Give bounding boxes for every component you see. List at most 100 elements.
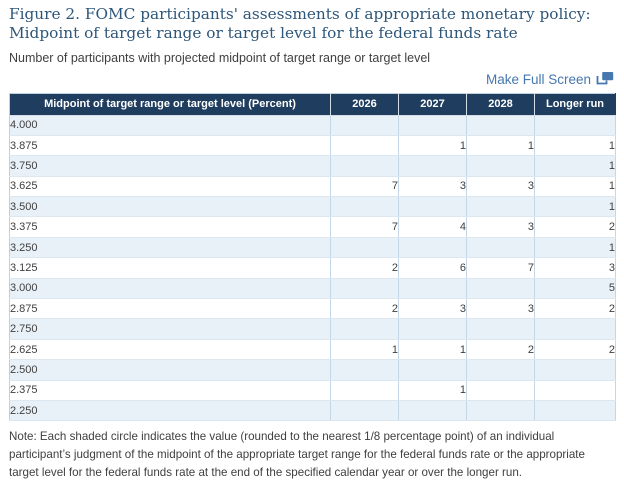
- participant-count-cell: [534, 359, 616, 381]
- participant-count-cell: [466, 196, 535, 218]
- participant-count-cell: 3: [398, 298, 467, 320]
- table-row: 3.250 1: [9, 237, 616, 259]
- column-header-2028: 2028: [466, 93, 535, 116]
- figure-subtitle: Number of participants with projected mi…: [9, 50, 431, 65]
- participant-count-cell: [466, 380, 535, 402]
- column-header-rate: Midpoint of target range or target level…: [9, 93, 331, 116]
- participant-count-cell: 5: [534, 278, 616, 300]
- participant-count-cell: 1: [534, 135, 616, 157]
- rate-label-cell: 3.375: [9, 216, 331, 238]
- participant-count-cell: 2: [534, 339, 616, 361]
- toolbar: Make Full Screen: [9, 71, 614, 89]
- rate-label-cell: 3.875: [9, 135, 331, 157]
- table-body: 4.000 3.875 1 1 1 3.750 1 3.625 7 3 3 1 3.500 1 3.375 7…: [9, 115, 616, 422]
- make-full-screen-label: Make Full Screen: [485, 71, 591, 87]
- participant-count-cell: [330, 155, 399, 177]
- table-row: 2.500: [9, 359, 616, 381]
- table-row: 3.000 5: [9, 278, 616, 300]
- rate-label-cell: 2.250: [9, 400, 331, 422]
- participant-count-cell: [330, 196, 399, 218]
- rate-label-cell: 3.125: [9, 257, 331, 279]
- rate-label-cell: 3.500: [9, 196, 331, 218]
- participant-count-cell: 1: [534, 237, 616, 259]
- participant-count-cell: 7: [466, 257, 535, 279]
- participant-count-cell: 2: [534, 216, 616, 238]
- participant-count-cell: [330, 237, 399, 259]
- rate-label-cell: 3.000: [9, 278, 331, 300]
- column-header-2026: 2026: [330, 93, 399, 116]
- participant-count-cell: [466, 155, 535, 177]
- participant-count-cell: 3: [466, 216, 535, 238]
- table-row: 3.375 7 4 3 2: [9, 216, 616, 238]
- participant-count-cell: [330, 380, 399, 402]
- rate-label-cell: 3.250: [9, 237, 331, 259]
- participant-count-cell: [398, 237, 467, 259]
- participant-count-cell: [398, 196, 467, 218]
- participant-count-cell: 6: [398, 257, 467, 279]
- participant-count-cell: [398, 278, 467, 300]
- participant-count-cell: 1: [534, 196, 616, 218]
- participant-count-cell: 1: [534, 176, 616, 198]
- participant-count-cell: 2: [330, 257, 399, 279]
- participant-count-cell: [330, 400, 399, 422]
- participant-count-cell: 1: [398, 135, 467, 157]
- table-row: 2.375 1: [9, 380, 616, 402]
- participant-count-cell: [466, 115, 535, 136]
- participant-count-cell: 3: [466, 298, 535, 320]
- participant-count-cell: [534, 400, 616, 422]
- table-row: 2.625 1 1 2 2: [9, 339, 616, 361]
- table-row: 2.250: [9, 400, 616, 422]
- make-full-screen-link[interactable]: Make Full Screen: [486, 71, 614, 88]
- participant-count-cell: [534, 380, 616, 402]
- table-row: 3.625 7 3 3 1: [9, 176, 616, 198]
- figure-note: Note: Each shaded circle indicates the v…: [9, 430, 585, 479]
- table-row: 3.500 1: [9, 196, 616, 218]
- rate-label-cell: 2.500: [9, 359, 331, 381]
- participant-count-cell: 1: [398, 380, 467, 402]
- participant-count-cell: [398, 115, 467, 136]
- figure-title: Figure 2. FOMC participants' assessments…: [9, 5, 591, 43]
- participant-count-cell: 2: [466, 339, 535, 361]
- dot-plot-table: Midpoint of target range or target level…: [9, 92, 616, 422]
- table-row: 3.125 2 6 7 3: [9, 257, 616, 279]
- participant-count-cell: 2: [330, 298, 399, 320]
- table-row: 3.875 1 1 1: [9, 135, 616, 157]
- participant-count-cell: [534, 115, 616, 136]
- table-row: 4.000: [9, 115, 616, 136]
- participant-count-cell: 3: [534, 257, 616, 279]
- participant-count-cell: 1: [330, 339, 399, 361]
- table-header-row: Midpoint of target range or target level…: [9, 93, 616, 116]
- rate-label-cell: 2.375: [9, 380, 331, 402]
- participant-count-cell: 7: [330, 216, 399, 238]
- rate-label-cell: 3.750: [9, 155, 331, 177]
- table-row: 2.875 2 3 3 2: [9, 298, 616, 320]
- participant-count-cell: [534, 318, 616, 340]
- participant-count-cell: [398, 359, 467, 381]
- rate-label-cell: 4.000: [9, 115, 331, 136]
- participant-count-cell: [466, 359, 535, 381]
- participant-count-cell: 2: [534, 298, 616, 320]
- participant-count-cell: [466, 278, 535, 300]
- rate-label-cell: 2.875: [9, 298, 331, 320]
- participant-count-cell: 3: [466, 176, 535, 198]
- rate-label-cell: 2.625: [9, 339, 331, 361]
- participant-count-cell: 3: [398, 176, 467, 198]
- participant-count-cell: [330, 318, 399, 340]
- participant-count-cell: 1: [534, 155, 616, 177]
- participant-count-cell: [398, 400, 467, 422]
- participant-count-cell: [466, 237, 535, 259]
- participant-count-cell: [398, 155, 467, 177]
- participant-count-cell: [466, 400, 535, 422]
- table-row: 3.750 1: [9, 155, 616, 177]
- participant-count-cell: [330, 135, 399, 157]
- participant-count-cell: 1: [398, 339, 467, 361]
- column-header-longer-run: Longer run: [534, 93, 616, 116]
- participant-count-cell: 4: [398, 216, 467, 238]
- rate-label-cell: 2.750: [9, 318, 331, 340]
- column-header-2027: 2027: [398, 93, 467, 116]
- participant-count-cell: 1: [466, 135, 535, 157]
- participant-count-cell: [466, 318, 535, 340]
- participant-count-cell: [330, 359, 399, 381]
- rate-label-cell: 3.625: [9, 176, 331, 198]
